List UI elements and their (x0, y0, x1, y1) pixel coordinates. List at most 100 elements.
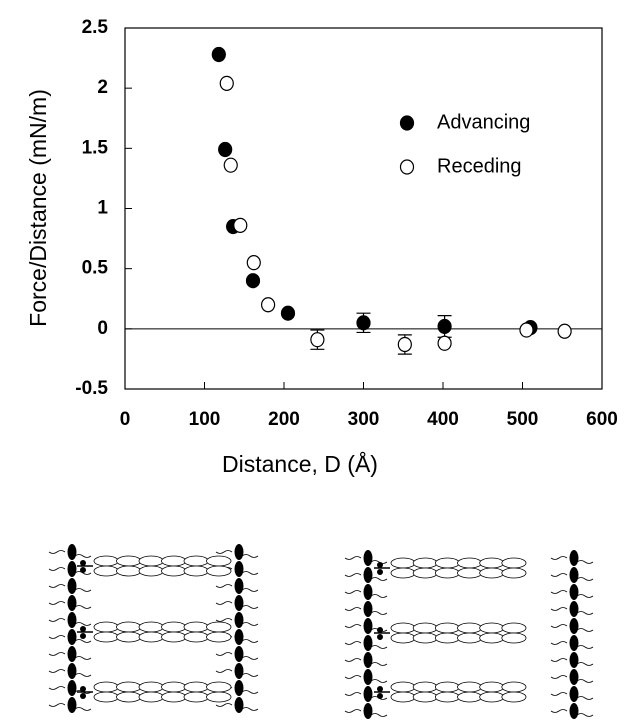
lipid-head (363, 618, 373, 634)
lipid-head (569, 618, 579, 634)
rod-molecule (457, 681, 483, 693)
lipid-head (67, 595, 77, 611)
y-tick-label: 2.5 (82, 17, 109, 38)
rod-molecule (434, 681, 460, 693)
lipid-head (234, 697, 244, 713)
y-tick-label: -0.5 (75, 378, 108, 399)
rod-molecule (183, 691, 209, 703)
membrane-diagram (48, 544, 594, 719)
point (280, 305, 296, 321)
lipid-head (234, 578, 244, 594)
rod-molecule (457, 691, 483, 703)
linker-node (377, 686, 383, 692)
x-axis-title: Distance, D (Å) (222, 450, 378, 477)
rod-molecule (93, 621, 119, 633)
rod-molecule (161, 565, 187, 577)
rod-molecule (390, 691, 416, 703)
linker-node (377, 634, 383, 640)
legend-label: Receding (437, 155, 522, 177)
rod-molecule (93, 631, 119, 643)
lipid-head (234, 629, 244, 645)
y-tick-label: 0.5 (82, 258, 109, 279)
lipid-tail (344, 658, 388, 666)
rod-molecule (138, 565, 164, 577)
lipid-tail (550, 675, 594, 683)
lipid-tail (550, 573, 594, 581)
lipid-tail (48, 601, 92, 609)
lipid-tail (215, 584, 259, 592)
point (310, 332, 325, 348)
lipid-tail (344, 556, 388, 564)
lipid-head (363, 686, 373, 702)
rod-molecule (116, 565, 142, 577)
rod-molecule (479, 622, 505, 634)
x-tick-label: 0 (120, 409, 131, 430)
y-tick-label: 1.5 (82, 137, 109, 158)
lipid-head (569, 601, 579, 617)
point (557, 323, 572, 339)
point (356, 315, 371, 331)
rod-molecule (434, 557, 460, 569)
rod-molecule (161, 555, 187, 567)
rod-molecule (161, 621, 187, 633)
lipid-head (67, 646, 77, 662)
lipid-tail (550, 692, 594, 700)
lipid-tail (550, 556, 594, 564)
rod-molecule (501, 567, 527, 579)
lipid-head (363, 635, 373, 651)
lipid-head (67, 680, 77, 696)
legend-label: Advancing (437, 111, 530, 133)
x-tick-label: 200 (268, 409, 300, 430)
rod-molecule (412, 681, 438, 693)
lipid-tail (48, 584, 92, 592)
lipid-tail (550, 658, 594, 666)
lipid-head (363, 703, 373, 719)
rod-molecule (93, 565, 119, 577)
rod-molecule (501, 622, 527, 634)
rod-molecule (138, 621, 164, 633)
lipid-head (363, 584, 373, 600)
lipid-head (363, 669, 373, 685)
rod-molecule (479, 557, 505, 569)
rod-molecule (501, 632, 527, 644)
lipid-head (569, 669, 579, 685)
linker-node (377, 693, 383, 699)
rod-molecule (412, 567, 438, 579)
lipid-tail (344, 675, 388, 683)
rod-molecule (501, 557, 527, 569)
rod-molecule (479, 632, 505, 644)
rod-molecule (412, 557, 438, 569)
rod-molecule (183, 681, 209, 693)
rod-molecule (434, 567, 460, 579)
rod-molecule (138, 691, 164, 703)
rod-molecule (390, 632, 416, 644)
lipid-head (67, 561, 77, 577)
lipid-head (234, 595, 244, 611)
linker-node (377, 569, 383, 575)
point (246, 255, 261, 271)
rod-molecule (501, 691, 527, 703)
lipid-tail (550, 607, 594, 615)
lipid-tail (215, 601, 259, 609)
lipid-head (363, 567, 373, 583)
rod-molecule (479, 691, 505, 703)
rod-molecule (138, 631, 164, 643)
lipid-tail (344, 590, 388, 598)
x-tick-label: 100 (189, 409, 221, 430)
lipid-head (363, 550, 373, 566)
lipid-head (234, 612, 244, 628)
rod-molecule (206, 565, 232, 577)
point (261, 297, 276, 313)
rod-molecule (412, 632, 438, 644)
lipid-head (569, 652, 579, 668)
lipid-head (67, 578, 77, 594)
rod-molecule (457, 622, 483, 634)
lipid-head (569, 567, 579, 583)
lipid-tail (550, 590, 594, 598)
rod-molecule (161, 631, 187, 643)
lipid-tail (48, 703, 92, 711)
rod-molecule (434, 632, 460, 644)
lipid-tail (215, 669, 259, 677)
lipid-head (234, 544, 244, 560)
